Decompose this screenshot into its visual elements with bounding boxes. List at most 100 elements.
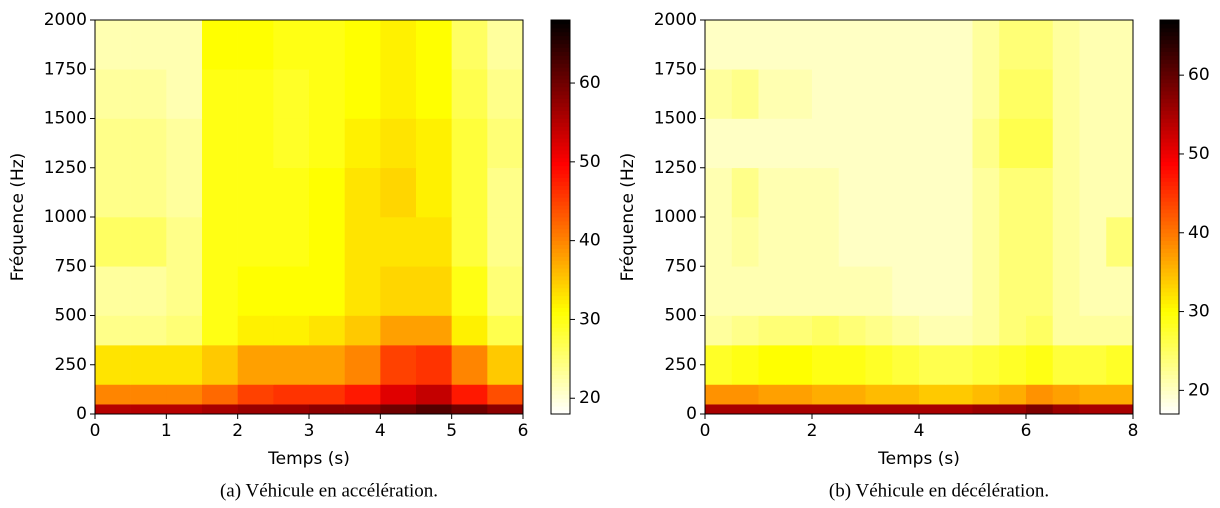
heatmap-cell: [344, 20, 381, 70]
heatmap-cell: [972, 69, 1000, 119]
colorbar-segment: [551, 264, 570, 269]
heatmap-cell: [865, 266, 893, 316]
heatmap-cell: [202, 167, 238, 218]
colorbar-segment: [1160, 276, 1179, 281]
heatmap-cell: [758, 384, 786, 405]
y-tick-label: 750: [55, 256, 87, 276]
heatmap-cell: [416, 315, 452, 346]
colorbar-segment: [1160, 122, 1179, 127]
heatmap-cell: [451, 217, 488, 267]
colorbar-segment: [551, 256, 570, 261]
heatmap-cell: [999, 315, 1027, 346]
colorbar-segment: [551, 193, 570, 198]
heatmap-cell: [95, 384, 131, 405]
colorbar-segment: [1160, 201, 1179, 206]
colorbar-segment: [1160, 283, 1179, 289]
heatmap-cell: [865, 315, 893, 346]
heatmap-cell: [945, 345, 973, 385]
colorbar-segment: [551, 197, 570, 202]
colorbar-segment: [1160, 153, 1179, 159]
colorbar-segment: [1160, 142, 1179, 147]
colorbar-segment: [551, 43, 570, 48]
y-tick-label: 0: [686, 404, 697, 424]
heatmap-cell: [237, 404, 274, 415]
heatmap-cell: [95, 69, 131, 119]
colorbar-segment: [551, 354, 570, 360]
heatmap-cell: [1026, 118, 1054, 169]
heatmap-cell: [758, 315, 786, 346]
colorbar-segment: [1160, 47, 1179, 52]
colorbar-segment: [1160, 59, 1179, 64]
heatmap-cell: [273, 384, 310, 405]
caption: (a) Véhicule en accélération.: [220, 480, 438, 501]
heatmap-cell: [865, 345, 893, 385]
colorbar-segment: [1160, 209, 1179, 214]
colorbar-segment: [551, 315, 570, 320]
colorbar-segment: [1160, 287, 1179, 293]
colorbar-segment: [1160, 260, 1179, 265]
y-tick-label: 1750: [654, 59, 697, 79]
heatmap-cell: [865, 404, 893, 415]
heatmap-cell: [95, 315, 131, 346]
colorbar-segment: [551, 79, 570, 84]
colorbar-segment: [551, 398, 570, 403]
y-tick-label: 250: [55, 355, 87, 375]
colorbar-segment: [1160, 224, 1179, 230]
heatmap-cell: [202, 315, 238, 346]
heatmap-cell: [1026, 266, 1054, 316]
heatmap-cell: [731, 266, 759, 316]
colorbar-segment: [551, 350, 570, 356]
colorbar-segment: [551, 63, 570, 68]
x-tick-label: 3: [304, 421, 315, 441]
heatmap-cell: [972, 345, 1000, 385]
heatmap-cell: [487, 315, 524, 346]
heatmap-cell: [344, 404, 381, 415]
colorbar-segment: [1160, 189, 1179, 194]
colorbar-segment: [1160, 126, 1179, 131]
colorbar-segment: [1160, 236, 1179, 242]
heatmap-cell: [1079, 167, 1107, 218]
colorbar-segment: [1160, 102, 1179, 108]
heatmap-cell: [451, 315, 488, 346]
colorbar-segment: [551, 260, 570, 265]
colorbar-segment: [1160, 75, 1179, 80]
heatmap-cell: [451, 345, 488, 385]
colorbar-segment: [1160, 79, 1179, 84]
colorbar-segment: [551, 248, 570, 253]
colorbar-segment: [1160, 390, 1179, 395]
heatmap-cell: [487, 69, 524, 119]
colorbar-segment: [551, 276, 570, 281]
heatmap-cell: [972, 404, 1000, 415]
colorbar-segment: [1160, 327, 1179, 332]
heatmap-cell: [380, 315, 417, 346]
heatmap-cell: [865, 69, 893, 119]
heatmap-cell: [812, 384, 840, 405]
heatmap-cell: [812, 167, 840, 218]
y-tick-label: 250: [665, 355, 697, 375]
colorbar-segment: [551, 55, 570, 60]
colorbar-segment: [1160, 71, 1179, 76]
colorbar-segment: [551, 161, 570, 167]
heatmap-cell: [309, 384, 345, 405]
heatmap-cell: [758, 266, 786, 316]
colorbar-segment: [551, 142, 570, 147]
heatmap-cell: [838, 266, 866, 316]
heatmap-cell: [731, 69, 759, 119]
y-axis-label: Fréquence (Hz): [8, 153, 28, 282]
colorbar-segment: [1160, 347, 1179, 352]
colorbar-segment: [1160, 157, 1179, 163]
heatmap-cell: [705, 266, 733, 316]
heatmap-cell: [344, 118, 381, 169]
heatmap-cell: [865, 167, 893, 218]
heatmap-cell: [380, 345, 417, 385]
heatmap-cell: [972, 315, 1000, 346]
heatmap-cell: [838, 384, 866, 405]
colorbar-segment: [551, 220, 570, 226]
colorbar-segment: [1160, 398, 1179, 403]
y-tick-label: 1500: [654, 109, 697, 129]
colorbar-segment: [551, 201, 570, 206]
heatmap-cell: [166, 217, 203, 267]
heatmap-cell: [273, 167, 310, 218]
colorbar-segment: [1160, 181, 1179, 186]
heatmap-cell: [758, 167, 786, 218]
